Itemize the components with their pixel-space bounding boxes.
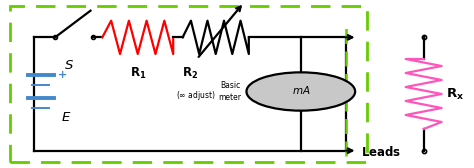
Text: $mA$: $mA$ [292,84,310,96]
Text: $(\infty\ \mathrm{adjust})$: $(\infty\ \mathrm{adjust})$ [176,89,215,102]
Text: $S$: $S$ [64,59,74,72]
Text: $\mathbf{R_2}$: $\mathbf{R_2}$ [182,66,198,81]
Text: Basic
meter: Basic meter [218,81,241,102]
Text: $\bf{Leads}$: $\bf{Leads}$ [361,145,401,159]
Bar [10,6,367,162]
Text: $\mathbf{R_1}$: $\mathbf{R_1}$ [129,66,146,81]
Circle shape [246,72,355,111]
Text: $E$: $E$ [61,112,71,124]
Text: +: + [57,70,67,80]
Text: $\mathbf{R_x}$: $\mathbf{R_x}$ [447,87,465,101]
